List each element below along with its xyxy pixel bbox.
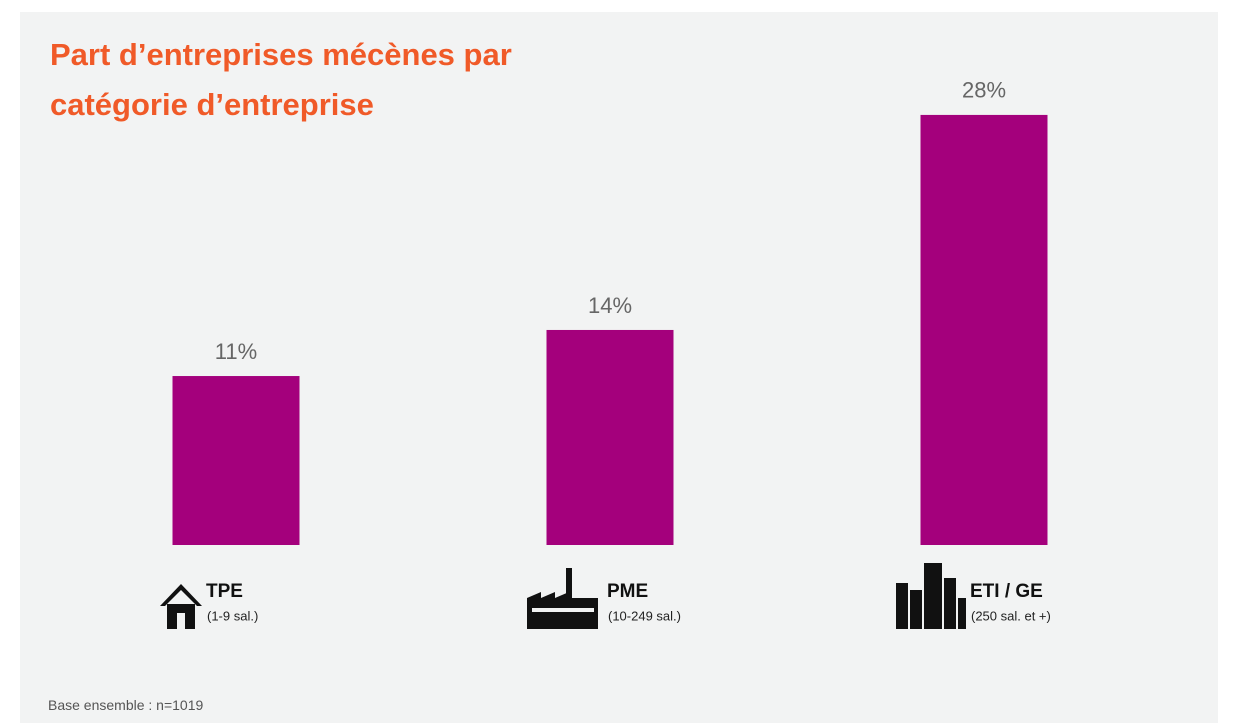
- bar: [546, 329, 674, 545]
- bar: [172, 376, 300, 545]
- footnote: Base ensemble : n=1019: [48, 697, 204, 713]
- category-note: (10-249 sal.): [608, 608, 681, 623]
- icon-house: [160, 584, 202, 629]
- value-label: 14%: [588, 293, 632, 318]
- category-label: PME: [607, 581, 648, 602]
- icon-factory: [527, 568, 598, 629]
- category-label: ETI / GE: [970, 581, 1043, 602]
- icon-buildings: [896, 563, 966, 629]
- chart-title: Part d’entreprises mécènes par catégorie…: [50, 37, 512, 122]
- value-label: 11%: [215, 339, 257, 364]
- category-note: (1-9 sal.): [207, 608, 258, 623]
- category-note: (250 sal. et +): [971, 608, 1051, 623]
- value-label: 28%: [962, 78, 1006, 103]
- bar: [920, 114, 1048, 546]
- category-label: TPE: [206, 581, 243, 602]
